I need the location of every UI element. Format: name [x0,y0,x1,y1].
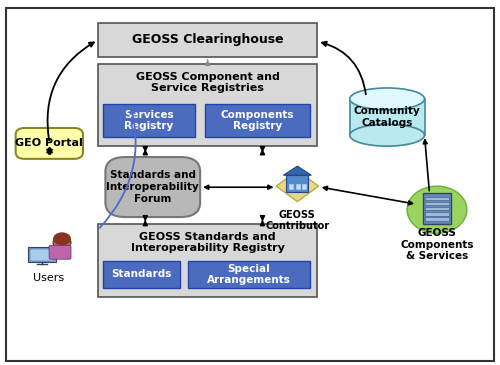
Bar [425,218,449,221]
Bar [425,207,449,211]
Text: Standards: Standards [112,269,172,279]
Text: Community
Catalogs: Community Catalogs [354,106,420,128]
Circle shape [53,236,71,249]
Bar [302,184,306,189]
Bar [28,247,56,262]
Circle shape [53,232,71,245]
Text: Services
Registry: Services Registry [124,110,174,131]
Ellipse shape [407,186,467,233]
Text: GEOSS Clearinghouse: GEOSS Clearinghouse [132,33,284,46]
Bar [286,175,308,192]
FancyBboxPatch shape [49,245,71,259]
Text: Special
Arrangements: Special Arrangements [207,264,290,285]
Bar [103,261,180,288]
Polygon shape [284,166,312,175]
Bar [98,64,318,146]
Bar [425,212,449,216]
Bar [205,104,310,137]
Text: Users: Users [32,273,64,283]
Polygon shape [276,171,318,201]
FancyBboxPatch shape [106,157,200,217]
Bar [296,184,300,189]
Bar [350,99,424,135]
Text: GEOSS
Contributor: GEOSS Contributor [266,210,330,231]
Bar [30,249,54,261]
Text: Standards and
Interoperability
Forum: Standards and Interoperability Forum [106,170,199,204]
Bar [290,184,294,189]
Bar [425,202,449,205]
Ellipse shape [350,88,424,110]
Ellipse shape [350,124,424,146]
Text: GEOSS Standards and
Interoperability Registry: GEOSS Standards and Interoperability Reg… [130,232,284,253]
Text: GEOSS
Components
& Services: GEOSS Components & Services [400,228,473,261]
Bar [425,197,449,200]
Bar [98,224,318,297]
Bar [188,261,310,288]
Text: GEOSS Component and
Service Registries: GEOSS Component and Service Registries [136,72,280,93]
Text: Components
Registry: Components Registry [220,110,294,131]
Text: GEO Portal: GEO Portal [16,138,83,149]
Bar [98,23,318,57]
Bar [103,104,195,137]
Bar [423,193,451,224]
FancyBboxPatch shape [16,128,83,159]
